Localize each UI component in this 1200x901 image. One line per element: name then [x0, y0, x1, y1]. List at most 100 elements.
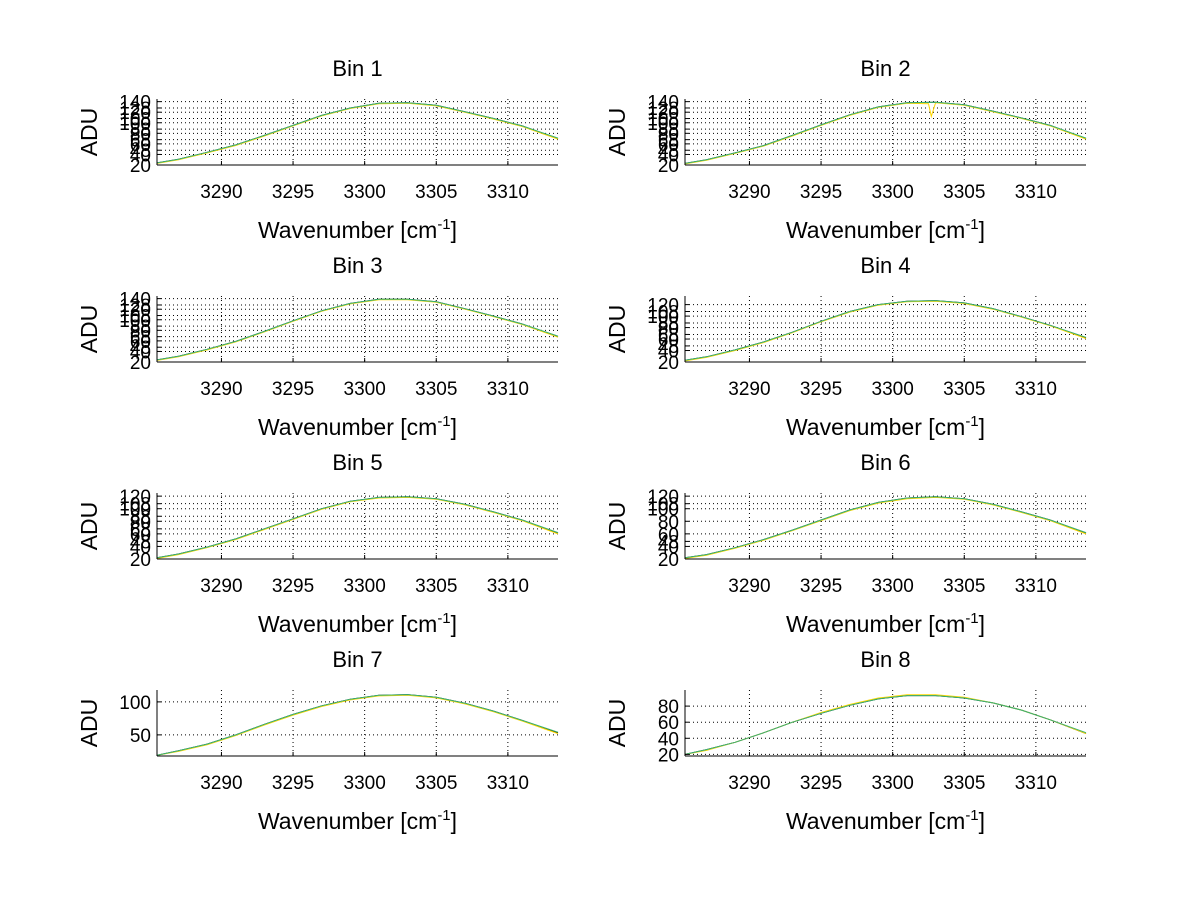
- panel-title: Bin 8: [860, 647, 910, 672]
- x-tick-label: 3295: [800, 576, 842, 597]
- x-tick-label: 3295: [800, 773, 842, 794]
- x-tick-label: 3295: [272, 379, 314, 400]
- x-tick-label: 3300: [872, 182, 914, 203]
- series-line-3: [684, 496, 1087, 559]
- x-tick-label: 3300: [344, 773, 386, 794]
- y-axis-label: ADU: [604, 305, 630, 354]
- y-axis-label: ADU: [76, 108, 102, 157]
- x-axis-label: Wavenumber [cm-1]: [786, 413, 985, 440]
- x-tick-label: 3300: [872, 773, 914, 794]
- y-tick-label: 88: [130, 507, 151, 528]
- y-tick-label: 68: [130, 328, 151, 349]
- x-tick-label: 3310: [487, 182, 529, 203]
- series-line-3: [156, 694, 559, 756]
- y-tick-label: 20: [130, 550, 151, 571]
- series-line-3: [156, 496, 559, 559]
- y-tick-label: 128: [647, 99, 679, 120]
- x-tick-label: 3290: [200, 379, 242, 400]
- y-tick-label: 68: [658, 325, 679, 346]
- y-tick-label: 40: [658, 145, 679, 166]
- y-axis-label: ADU: [76, 305, 102, 354]
- x-tick-label: 3305: [943, 182, 985, 203]
- x-tick-label: 3300: [344, 576, 386, 597]
- panel-title: Bin 4: [860, 253, 910, 278]
- y-tick-label: 20: [130, 156, 151, 177]
- y-tick-label: 60: [658, 713, 679, 734]
- y-tick-label: 100: [119, 693, 151, 714]
- x-tick-label: 3305: [943, 379, 985, 400]
- x-tick-label: 3300: [872, 576, 914, 597]
- x-tick-label: 3310: [487, 576, 529, 597]
- y-tick-label: 40: [658, 537, 679, 558]
- y-tick-label: 128: [119, 296, 151, 317]
- x-tick-label: 3290: [728, 773, 770, 794]
- series-line-1: [156, 298, 559, 361]
- y-tick-label: 140: [119, 93, 151, 114]
- y-tick-label: 50: [130, 726, 151, 747]
- series-line-3: [684, 300, 1087, 361]
- y-tick-label: 68: [130, 131, 151, 152]
- chart-panel-3: 3290 3295 3300 3305 3310 20404860688088100108…: [76, 253, 559, 440]
- y-tick-label: 40: [130, 145, 151, 166]
- y-tick-label: 20: [130, 353, 151, 374]
- series-line-2: [684, 496, 1087, 559]
- y-tick-label: 20: [658, 353, 679, 374]
- series-line-2: [684, 694, 1087, 755]
- y-tick-label: 128: [119, 99, 151, 120]
- y-tick-label: 60: [658, 525, 679, 546]
- y-tick-label: 60: [658, 330, 679, 351]
- y-tick-label: 68: [658, 131, 679, 152]
- chart-panel-2: 3290 3295 3300 3305 3310 20404860688088100108…: [604, 56, 1087, 243]
- series-line-1: [684, 496, 1087, 559]
- y-tick-label: 108: [119, 495, 151, 516]
- x-tick-label: 3310: [487, 379, 529, 400]
- panel-title: Bin 2: [860, 56, 910, 81]
- y-tick-label: 88: [658, 314, 679, 335]
- y-tick-label: 48: [130, 338, 151, 359]
- y-tick-label: 68: [130, 520, 151, 541]
- x-tick-label: 3305: [415, 576, 457, 597]
- y-tick-label: 20: [658, 156, 679, 177]
- y-tick-label: 80: [130, 124, 151, 145]
- x-tick-label: 3305: [415, 773, 457, 794]
- x-tick-label: 3295: [272, 182, 314, 203]
- y-tick-label: 60: [658, 135, 679, 156]
- y-tick-label: 120: [647, 487, 679, 508]
- y-tick-label: 108: [119, 110, 151, 131]
- chart-panel-1: 3290 3295 3300 3305 3310 20404860688088100108…: [76, 56, 559, 243]
- y-axis-label: ADU: [604, 699, 630, 748]
- x-tick-label: 3305: [943, 773, 985, 794]
- y-tick-label: 40: [130, 342, 151, 363]
- y-tick-label: 80: [658, 124, 679, 145]
- y-tick-label: 100: [647, 114, 679, 135]
- y-tick-label: 88: [130, 120, 151, 141]
- y-tick-label: 100: [119, 114, 151, 135]
- x-tick-label: 3310: [1015, 576, 1057, 597]
- y-tick-label: 100: [647, 307, 679, 328]
- y-tick-label: 40: [658, 729, 679, 750]
- series-line-1: [156, 496, 559, 559]
- y-tick-label: 88: [658, 120, 679, 141]
- series-line-3: [684, 101, 1087, 164]
- y-tick-label: 120: [119, 103, 151, 124]
- x-tick-label: 3290: [200, 576, 242, 597]
- x-tick-label: 3305: [415, 379, 457, 400]
- x-axis-label: Wavenumber [cm-1]: [786, 216, 985, 243]
- series-line-1: [684, 300, 1087, 361]
- y-tick-label: 48: [130, 532, 151, 553]
- panel-title: Bin 1: [332, 56, 382, 81]
- y-tick-label: 140: [647, 93, 679, 114]
- x-tick-label: 3310: [487, 773, 529, 794]
- y-tick-label: 140: [119, 290, 151, 311]
- y-tick-label: 120: [119, 300, 151, 321]
- y-tick-label: 120: [119, 487, 151, 508]
- x-tick-label: 3290: [728, 182, 770, 203]
- series-line-2: [156, 694, 559, 756]
- x-tick-label: 3305: [415, 182, 457, 203]
- y-tick-label: 80: [658, 697, 679, 718]
- y-tick-label: 40: [658, 342, 679, 363]
- x-tick-label: 3300: [344, 379, 386, 400]
